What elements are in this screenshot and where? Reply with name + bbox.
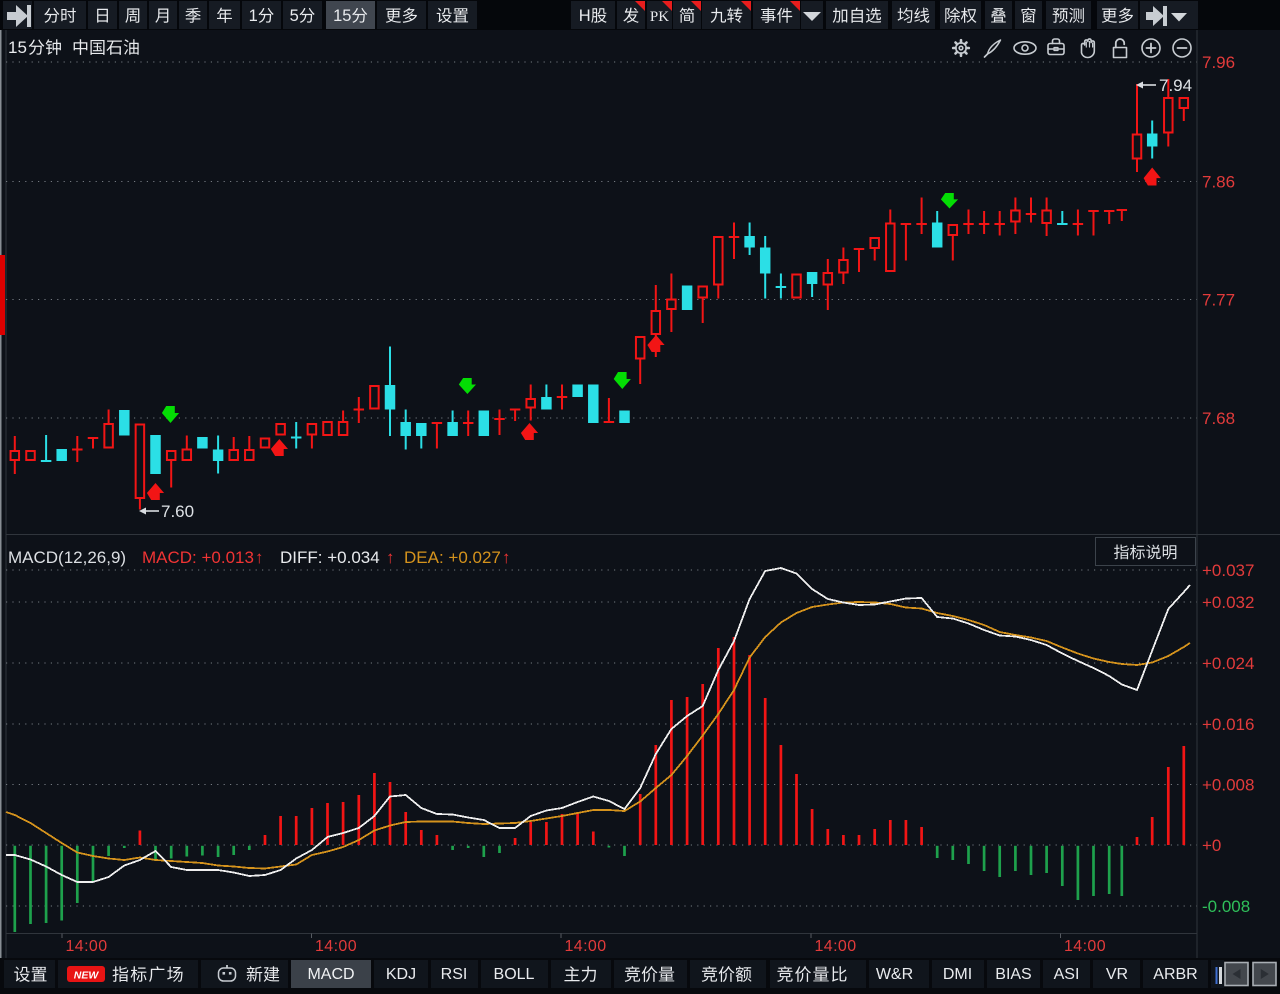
svg-text:14:00: 14:00: [814, 938, 856, 955]
svg-text:MACD: MACD: [307, 966, 354, 983]
svg-text:H: H: [579, 7, 591, 25]
svg-text:15: 15: [8, 38, 27, 57]
svg-text:PK: PK: [650, 9, 669, 25]
svg-text:+0.016: +0.016: [1202, 715, 1254, 734]
svg-text:BIAS: BIAS: [995, 966, 1031, 983]
svg-text:BOLL: BOLL: [494, 966, 535, 983]
svg-text:↑: ↑: [502, 548, 511, 567]
svg-text:DMI: DMI: [943, 966, 972, 983]
svg-text:NEW: NEW: [74, 970, 100, 982]
svg-text:KDJ: KDJ: [386, 966, 416, 983]
svg-text:-0.008: -0.008: [1202, 897, 1250, 916]
svg-text:5: 5: [290, 7, 299, 25]
svg-text:14:00: 14:00: [1064, 938, 1106, 955]
svg-text:MACD: +0.013: MACD: +0.013: [142, 548, 254, 567]
svg-text:+0.037: +0.037: [1202, 561, 1254, 580]
svg-text:VR: VR: [1106, 966, 1128, 983]
svg-text:14:00: 14:00: [315, 938, 357, 955]
svg-text:W&R: W&R: [876, 966, 913, 983]
svg-text:MACD(12,26,9): MACD(12,26,9): [8, 548, 126, 567]
svg-text:↑: ↑: [255, 548, 264, 567]
svg-text:7.94: 7.94: [1159, 76, 1192, 95]
svg-text:7.68: 7.68: [1202, 409, 1235, 428]
svg-text:15: 15: [333, 7, 351, 25]
svg-text:DIFF: +0.034: DIFF: +0.034: [280, 548, 380, 567]
svg-text:1: 1: [249, 7, 258, 25]
svg-text:+0.032: +0.032: [1202, 593, 1254, 612]
svg-text:RSI: RSI: [441, 966, 468, 983]
svg-text:7.96: 7.96: [1202, 53, 1235, 72]
svg-text:ARBR: ARBR: [1153, 966, 1197, 983]
svg-text:7.77: 7.77: [1202, 291, 1235, 310]
svg-text:7.60: 7.60: [161, 502, 194, 521]
svg-text:14:00: 14:00: [65, 938, 107, 955]
svg-text:DEA: +0.027: DEA: +0.027: [404, 548, 501, 567]
svg-text:↑: ↑: [386, 548, 395, 567]
svg-text:14:00: 14:00: [564, 938, 606, 955]
svg-text:+0.008: +0.008: [1202, 776, 1254, 795]
svg-text:7.86: 7.86: [1202, 173, 1235, 192]
svg-text:+0.024: +0.024: [1202, 654, 1254, 673]
svg-text:+0: +0: [1202, 836, 1221, 855]
svg-text:ASI: ASI: [1054, 966, 1080, 983]
